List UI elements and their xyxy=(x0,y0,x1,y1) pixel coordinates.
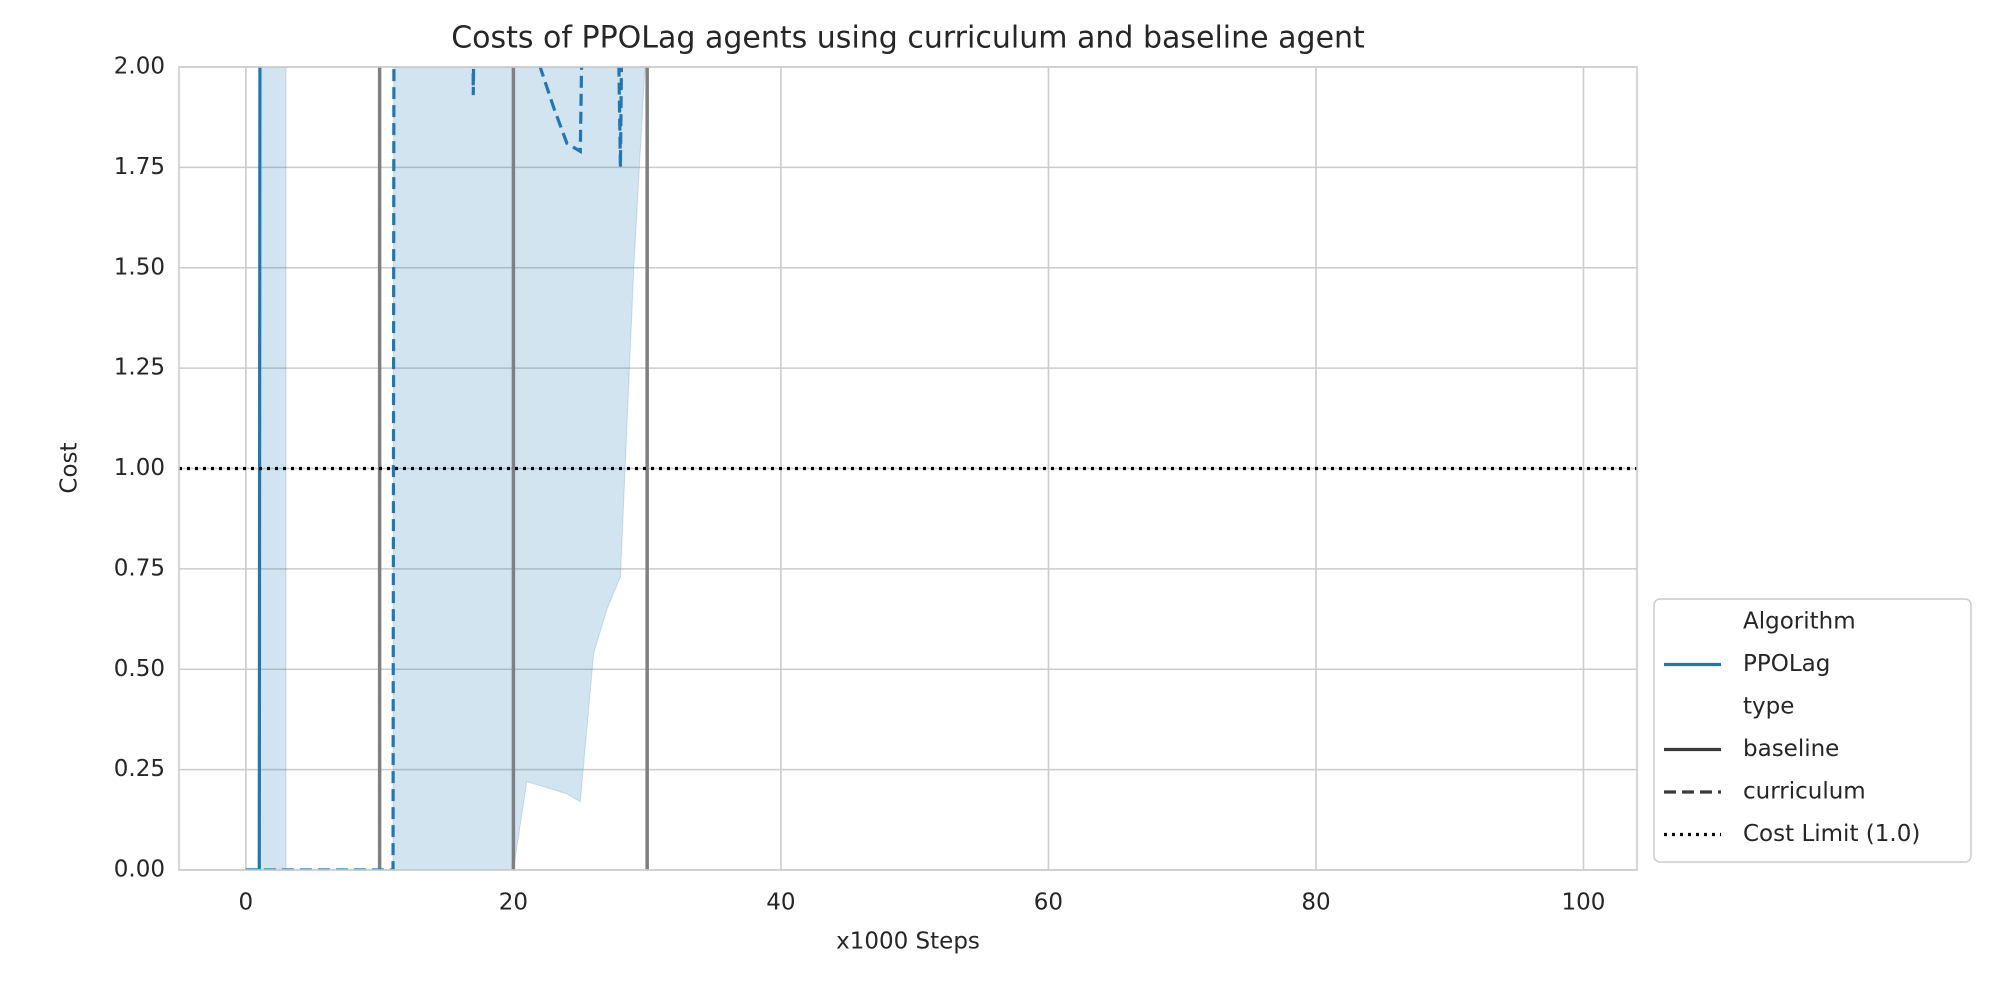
legend-label: curriculum xyxy=(1743,779,1866,805)
legend: Algorithm PPOLag type baseline curriculum Cos… xyxy=(1653,598,1972,863)
confidence-band xyxy=(245,67,287,870)
legend-box xyxy=(1653,598,1972,863)
y-tick-label: 0.00 xyxy=(114,857,165,883)
series-line xyxy=(245,67,624,870)
y-tick-label: 1.00 xyxy=(114,455,165,481)
legend-title: Algorithm xyxy=(1743,609,1856,635)
chart-title: Costs of PPOLag agents using curriculum … xyxy=(451,21,1365,56)
legend-label: PPOLag xyxy=(1743,651,1830,677)
y-tick-label: 1.25 xyxy=(114,355,165,381)
y-tick-label: 0.25 xyxy=(114,756,165,782)
x-axis-label: x1000 Steps xyxy=(836,929,980,955)
y-tick-label: 1.50 xyxy=(114,254,165,280)
legend-title: type xyxy=(1743,694,1794,720)
legend-label: baseline xyxy=(1743,736,1839,762)
y-tick-label: 0.50 xyxy=(114,656,165,682)
y-tick-label: 2.00 xyxy=(114,54,165,80)
y-axis-label: Cost xyxy=(57,442,83,493)
y-tick-label: 0.75 xyxy=(114,555,165,581)
x-tick-label: 20 xyxy=(499,890,528,916)
legend-label: Cost Limit (1.0) xyxy=(1743,821,1920,847)
x-tick-label: 100 xyxy=(1562,890,1606,916)
y-tick-label: 1.75 xyxy=(114,154,165,180)
x-tick-label: 0 xyxy=(239,890,254,916)
plot-area xyxy=(179,67,1637,870)
x-tick-label: 60 xyxy=(1034,890,1063,916)
ticks: 0 20 40 60 80 100 0.00 0.25 0.50 0.75 1.00 1.25 1.50… xyxy=(114,54,1606,916)
x-tick-label: 40 xyxy=(766,890,795,916)
plot-frame xyxy=(178,66,1638,871)
x-tick-label: 80 xyxy=(1301,890,1330,916)
